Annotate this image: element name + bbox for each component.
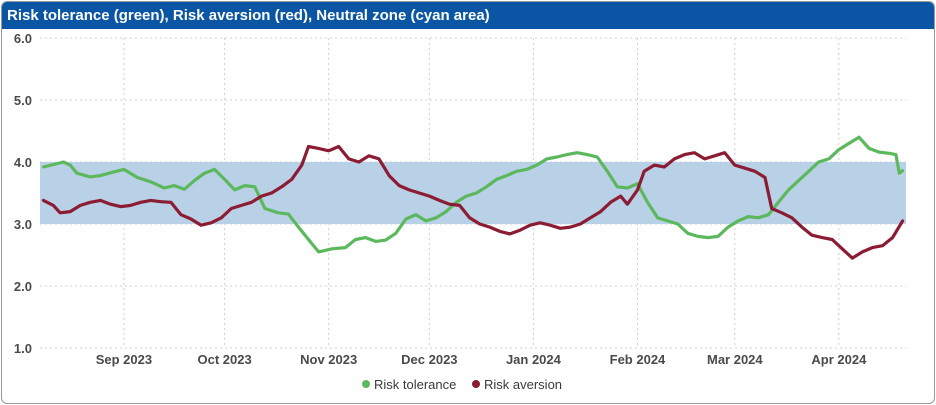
x-tick-label: Mar 2024 <box>707 352 763 367</box>
x-tick-label: Apr 2024 <box>811 352 867 367</box>
legend: Risk tolerance Risk aversion <box>362 377 562 392</box>
x-tick-label: Jan 2024 <box>506 352 562 367</box>
legend-label: Risk tolerance <box>374 377 456 392</box>
legend-marker <box>362 380 370 388</box>
chart-title: Risk tolerance (green), Risk aversion (r… <box>2 2 934 29</box>
series-lines <box>41 135 905 260</box>
y-tick-label: 5.0 <box>14 93 32 108</box>
y-tick-label: 2.0 <box>14 279 32 294</box>
x-tick-label: Oct 2023 <box>198 352 252 367</box>
y-tick-label: 3.0 <box>14 217 32 232</box>
y-tick-label: 1.0 <box>14 341 32 356</box>
x-tick-label: Feb 2024 <box>610 352 666 367</box>
y-tick-label: 6.0 <box>14 31 32 46</box>
series-line-risk-aversion <box>41 144 905 260</box>
x-axis-ticks: Sep 2023 Oct 2023 Nov 2023 Dec 2023 Jan 2024… <box>96 352 867 367</box>
y-axis-ticks: 1.0 2.0 3.0 4.0 5.0 6.0 <box>14 31 32 356</box>
x-tick-label: Sep 2023 <box>96 352 152 367</box>
legend-marker <box>472 380 480 388</box>
legend-label: Risk aversion <box>484 377 562 392</box>
series-line-risk-tolerance <box>41 135 905 254</box>
x-tick-label: Dec 2023 <box>401 352 457 367</box>
y-tick-label: 4.0 <box>14 155 32 170</box>
x-tick-label: Nov 2023 <box>300 352 357 367</box>
